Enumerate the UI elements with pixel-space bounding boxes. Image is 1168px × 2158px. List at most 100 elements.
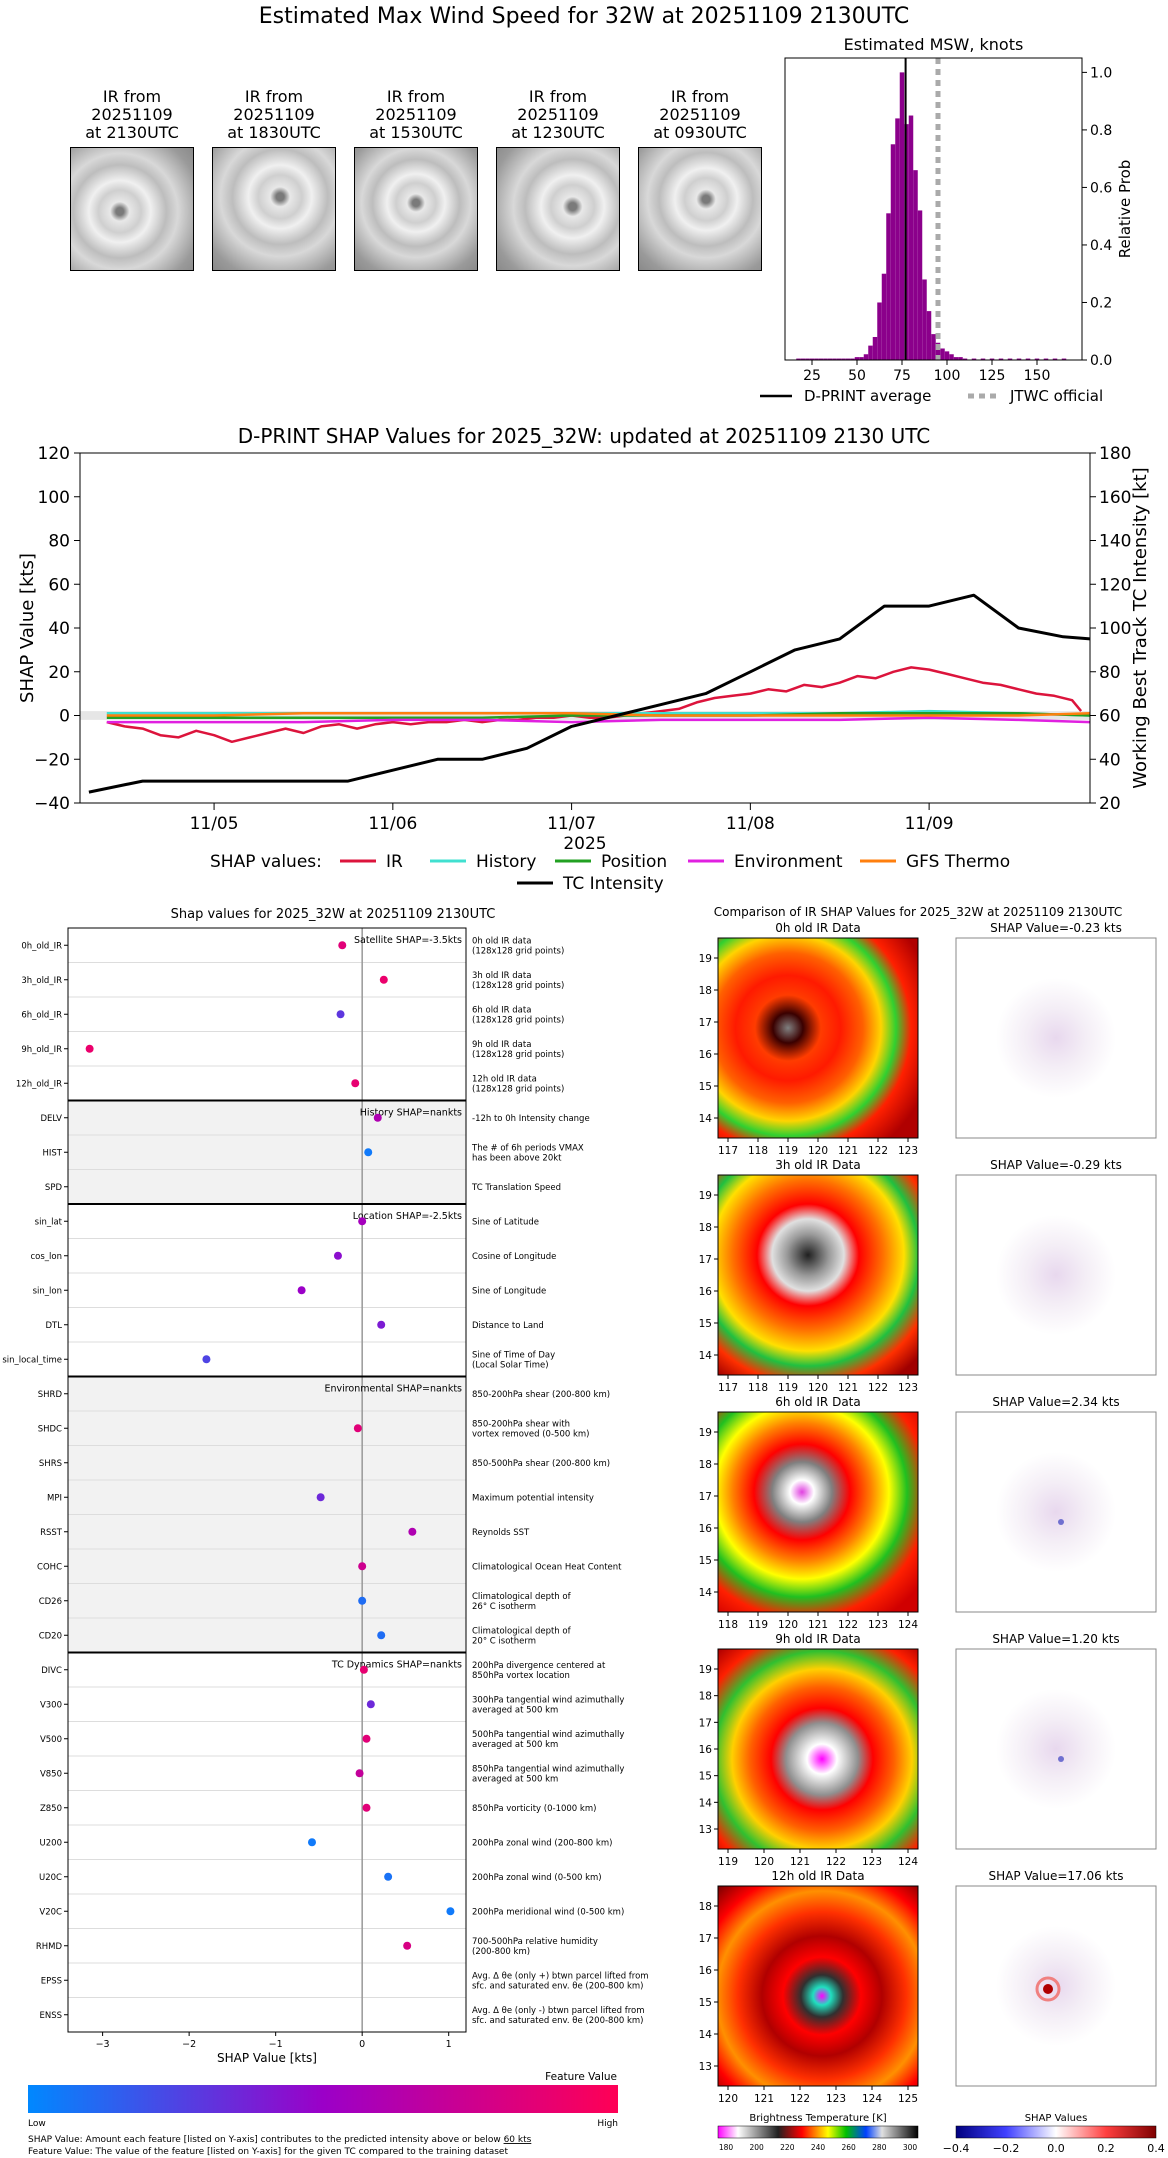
histogram-bar xyxy=(908,115,914,361)
histogram-bar xyxy=(1025,358,1031,360)
feature-name: V300 xyxy=(40,1700,62,1710)
ir-thumb-caption-line: IR from xyxy=(102,87,162,106)
feature-description: 850-200hPa shear with xyxy=(472,1419,570,1429)
histogram-bar xyxy=(809,358,815,360)
feature-name: SPD xyxy=(45,1183,63,1193)
ir-x-tick-label: 122 xyxy=(826,1856,846,1868)
ir-y-tick-label: 17 xyxy=(699,1017,712,1029)
x-tick-label: −1 xyxy=(269,2039,283,2050)
x-tick-label: 25 xyxy=(803,368,821,384)
shap-panel-title: SHAP Value=2.34 kts xyxy=(992,1395,1119,1409)
ir-y-tick-label: 18 xyxy=(699,1901,712,1913)
feature-name: DIVC xyxy=(41,1666,62,1676)
ir-thumb-image xyxy=(70,147,194,271)
bt-colorbar-title: Brightness Temperature [K] xyxy=(749,2113,886,2124)
feature-name: 6h_old_IR xyxy=(21,1010,62,1020)
ir-x-tick-label: 119 xyxy=(778,1382,798,1394)
ir-x-tick-label: 123 xyxy=(868,1619,888,1631)
legend-label: Position xyxy=(601,852,667,872)
ir-y-tick-label: 17 xyxy=(699,1491,712,1503)
msw-title: Estimated MSW, knots xyxy=(844,35,1024,54)
feature-name: cos_lon xyxy=(30,1252,62,1262)
ir-x-tick-label: 124 xyxy=(898,1619,918,1631)
ir-y-tick-label: 19 xyxy=(699,953,712,965)
feature-description: averaged at 500 km xyxy=(472,1705,558,1715)
histogram-bar xyxy=(971,358,977,360)
ir-thumb-caption-line: at 1230UTC xyxy=(511,123,605,142)
ir-x-tick-label: 121 xyxy=(754,2093,774,2105)
y-left-tick-label: 40 xyxy=(48,619,70,639)
feature-description: Cosine of Longitude xyxy=(472,1252,556,1262)
feature-panel-title: Shap values for 2025_32W at 20251109 213… xyxy=(171,907,496,922)
feature-description: 850hPa tangential wind azimuthally xyxy=(472,1764,624,1774)
ir-y-tick-label: 13 xyxy=(699,1824,712,1836)
feature-name: RHMD xyxy=(36,1942,63,1952)
histogram-bar xyxy=(881,273,887,360)
ir-x-tick-label: 121 xyxy=(838,1145,858,1157)
ir-thumb-caption-line: IR from xyxy=(386,87,446,106)
y-left-tick-label: 60 xyxy=(48,575,70,595)
ir-comparison-panel: Comparison of IR SHAP Values for 2025_32… xyxy=(699,905,1165,2155)
ir-y-tick-label: 17 xyxy=(699,1717,712,1729)
x-tick-label: 1 xyxy=(446,2039,452,2050)
ir-thumb-caption-line: 20251109 xyxy=(91,105,173,124)
feature-description: Climatological Ocean Heat Content xyxy=(472,1562,622,1572)
comparison-title: Comparison of IR SHAP Values for 2025_32… xyxy=(714,905,1123,919)
ir-y-tick-label: 14 xyxy=(699,1113,713,1125)
feature-name: SHRS xyxy=(39,1459,62,1469)
timeseries-title: D-PRINT SHAP Values for 2025_32W: update… xyxy=(238,424,930,448)
histogram-bar xyxy=(841,358,846,360)
y-right-tick-label: 180 xyxy=(1099,444,1131,464)
feature-name: SHDC xyxy=(38,1424,62,1434)
ir-thumb-caption: IR from 20251109 at 2130UTC xyxy=(70,88,194,142)
feature-description: (128x128 grid points) xyxy=(472,1015,564,1025)
feature-description: 850hPa vorticity (0-1000 km) xyxy=(472,1804,596,1814)
ir-y-tick-label: 18 xyxy=(699,1222,712,1234)
ir-x-tick-label: 121 xyxy=(808,1619,828,1631)
feature-point xyxy=(202,1355,211,1364)
ir-thumb-caption-line: 20251109 xyxy=(375,105,457,124)
feature-group-label: Environmental SHAP=nankts xyxy=(324,1384,462,1395)
ir-thumb-image xyxy=(212,147,336,271)
shap-hotspot xyxy=(1043,1984,1053,1994)
ir-thumb-caption: IR from 20251109 at 1230UTC xyxy=(496,88,620,142)
ir-x-tick-label: 118 xyxy=(718,1619,738,1631)
ir-x-tick-label: 117 xyxy=(718,1382,738,1394)
histogram-bar xyxy=(962,358,968,360)
histogram-bar xyxy=(949,354,954,360)
shap-colorbar-tick-label: −0.4 xyxy=(943,2142,970,2155)
histogram-bar xyxy=(931,334,936,360)
feature-point xyxy=(377,1631,386,1640)
ir-x-tick-label: 120 xyxy=(718,2093,738,2105)
feature-description: vortex removed (0-500 km) xyxy=(472,1429,589,1439)
feature-name: U20C xyxy=(39,1873,62,1883)
shap-hotspot-ring xyxy=(1035,1976,1061,2002)
ir-y-tick-label: 16 xyxy=(699,1523,713,1535)
feature-name: CD26 xyxy=(39,1597,62,1607)
timeseries-axes-frame xyxy=(79,452,1091,804)
feature-xlabel: SHAP Value [kts] xyxy=(217,2051,317,2065)
feature-description: (128x128 grid points) xyxy=(472,1050,564,1060)
shap-map xyxy=(955,1648,1157,1850)
ir-thumb-image xyxy=(354,147,478,271)
feature-point xyxy=(333,1251,342,1260)
feature-point xyxy=(362,1803,371,1812)
histogram-bar xyxy=(877,302,882,360)
shap-hotspot xyxy=(1058,1756,1064,1762)
feature-description: TC Translation Speed xyxy=(471,1183,561,1193)
ir-y-tick-label: 19 xyxy=(699,1664,712,1676)
ir-x-tick-label: 121 xyxy=(838,1382,858,1394)
ir-y-tick-label: 17 xyxy=(699,1254,712,1266)
feature-name: sin_lon xyxy=(33,1286,62,1296)
ir-thumb-caption-line: 20251109 xyxy=(659,105,741,124)
y-left-tick-label: 20 xyxy=(48,663,70,683)
ir-x-tick-label: 118 xyxy=(748,1145,768,1157)
shap-timeseries-chart: D-PRINT SHAP Values for 2025_32W: update… xyxy=(17,424,1151,894)
ir-x-tick-label: 121 xyxy=(790,1856,810,1868)
y-tick-label: 0.4 xyxy=(1090,238,1112,254)
histogram-bar xyxy=(1061,358,1067,360)
feature-name: DTL xyxy=(46,1321,63,1331)
feature-point xyxy=(358,1217,367,1226)
histogram-bar xyxy=(940,348,945,360)
feature-point xyxy=(359,1665,368,1674)
